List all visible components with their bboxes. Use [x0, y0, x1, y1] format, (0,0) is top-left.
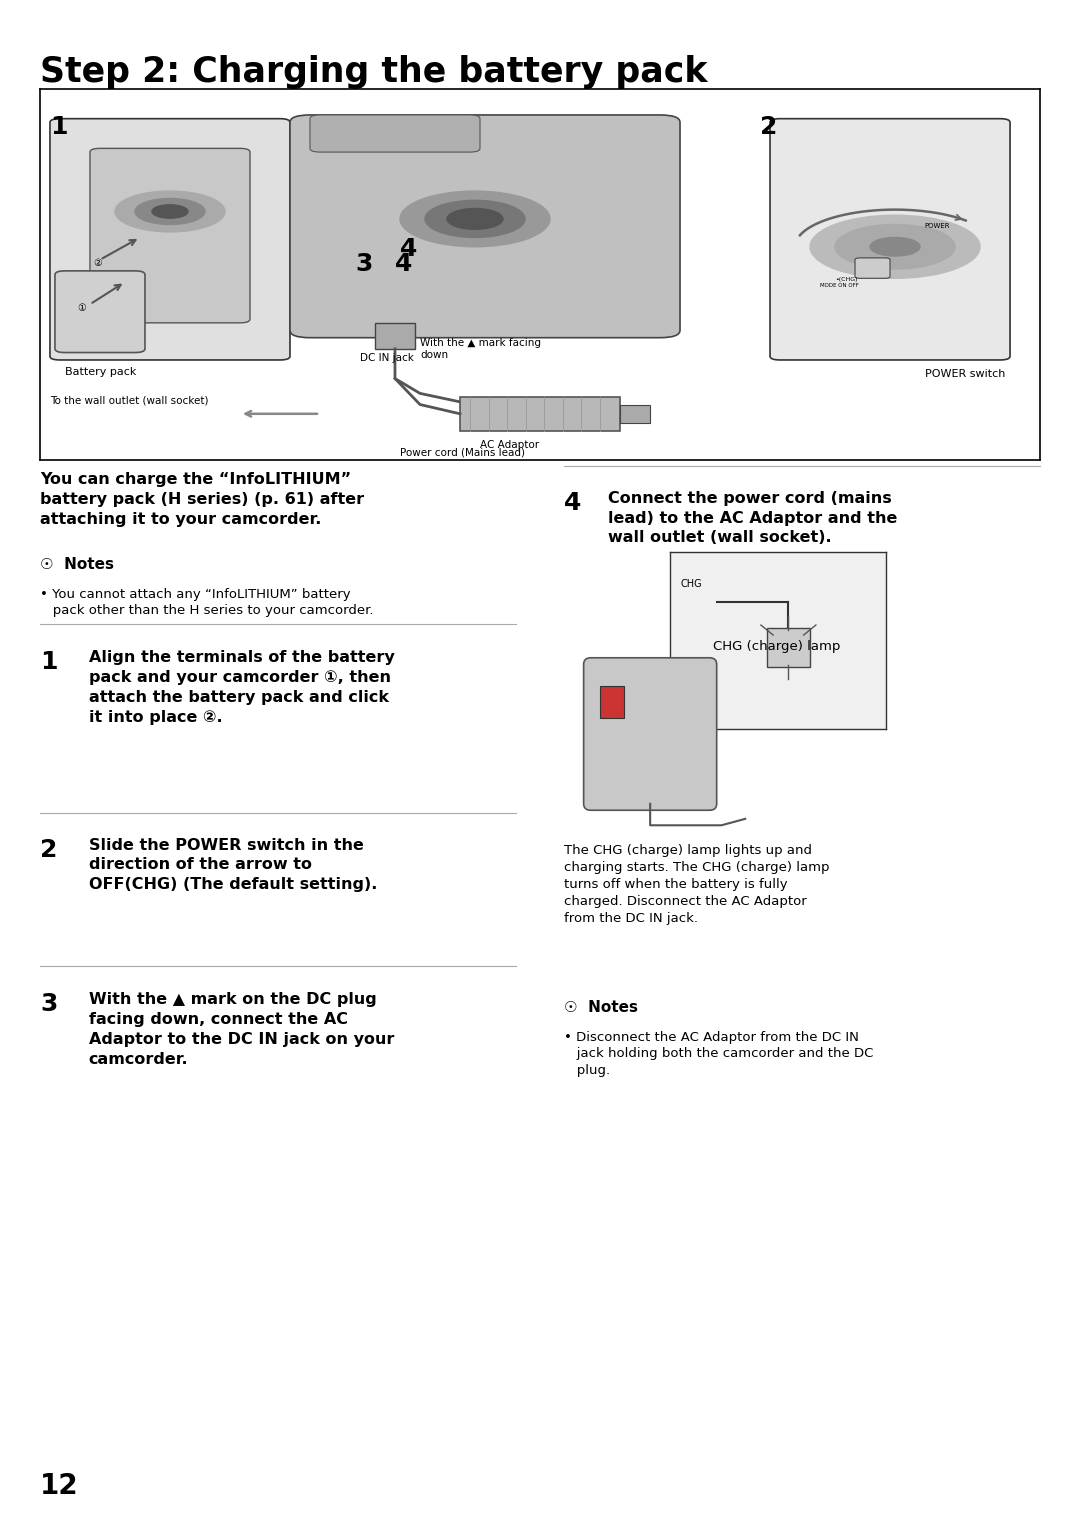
- Text: ②: ②: [94, 258, 103, 268]
- Text: POWER: POWER: [924, 222, 950, 229]
- Text: • You cannot attach any “InfoLITHIUM” battery
   pack other than the H series to: • You cannot attach any “InfoLITHIUM” ba…: [40, 588, 374, 617]
- Text: • Disconnect the AC Adaptor from the DC IN
   jack holding both the camcorder an: • Disconnect the AC Adaptor from the DC …: [564, 1031, 873, 1077]
- Circle shape: [152, 206, 188, 218]
- Text: ①: ①: [78, 304, 86, 313]
- FancyBboxPatch shape: [460, 397, 620, 431]
- Text: Power cord (Mains lead): Power cord (Mains lead): [400, 448, 525, 457]
- FancyBboxPatch shape: [90, 149, 249, 322]
- Text: 2: 2: [40, 838, 57, 862]
- Text: ☉  Notes: ☉ Notes: [564, 1000, 638, 1016]
- FancyBboxPatch shape: [55, 272, 145, 353]
- Text: 4: 4: [400, 238, 417, 261]
- Text: CHG: CHG: [680, 578, 702, 589]
- Text: 12: 12: [40, 1473, 79, 1500]
- Text: You can charge the “InfoLITHIUM”
battery pack (H series) (p. 61) after
attaching: You can charge the “InfoLITHIUM” battery…: [40, 472, 364, 528]
- Circle shape: [426, 201, 525, 238]
- FancyBboxPatch shape: [50, 118, 289, 360]
- Text: •(CHG): •(CHG): [835, 276, 858, 282]
- FancyBboxPatch shape: [289, 115, 680, 337]
- Circle shape: [135, 198, 205, 224]
- FancyBboxPatch shape: [600, 686, 624, 718]
- Circle shape: [400, 192, 550, 247]
- Text: 4: 4: [395, 252, 413, 276]
- FancyBboxPatch shape: [583, 658, 717, 810]
- Circle shape: [447, 209, 503, 229]
- Text: 4: 4: [564, 491, 581, 515]
- Text: With the ▲ mark facing
down: With the ▲ mark facing down: [420, 337, 541, 360]
- Text: CHG (charge) lamp: CHG (charge) lamp: [713, 640, 840, 652]
- Text: Battery pack: Battery pack: [65, 368, 136, 377]
- Text: MODE ON OFF: MODE ON OFF: [820, 282, 859, 288]
- FancyBboxPatch shape: [767, 627, 810, 667]
- FancyBboxPatch shape: [375, 322, 415, 348]
- Text: Step 2: Charging the battery pack: Step 2: Charging the battery pack: [40, 55, 707, 89]
- Circle shape: [835, 224, 955, 268]
- Text: ☉  Notes: ☉ Notes: [40, 557, 114, 572]
- Circle shape: [810, 215, 980, 278]
- Text: Align the terminals of the battery
pack and your camcorder ①, then
attach the ba: Align the terminals of the battery pack …: [89, 650, 394, 726]
- Text: POWER switch: POWER switch: [924, 370, 1005, 379]
- FancyBboxPatch shape: [620, 405, 650, 423]
- Circle shape: [114, 192, 225, 232]
- Text: AC Adaptor: AC Adaptor: [480, 440, 539, 449]
- Text: 1: 1: [40, 650, 57, 675]
- FancyBboxPatch shape: [855, 258, 890, 278]
- FancyBboxPatch shape: [770, 118, 1010, 360]
- Text: 3: 3: [40, 992, 57, 1017]
- Text: DC IN jack: DC IN jack: [360, 353, 414, 362]
- Text: 2: 2: [760, 115, 778, 140]
- Text: With the ▲ mark on the DC plug
facing down, connect the AC
Adaptor to the DC IN : With the ▲ mark on the DC plug facing do…: [89, 992, 394, 1068]
- Text: Slide the POWER switch in the
direction of the arrow to
OFF(CHG) (The default se: Slide the POWER switch in the direction …: [89, 838, 377, 893]
- Text: Connect the power cord (mains
lead) to the AC Adaptor and the
wall outlet (wall : Connect the power cord (mains lead) to t…: [608, 491, 897, 546]
- Text: 3: 3: [355, 252, 373, 276]
- Text: The CHG (charge) lamp lights up and
charging starts. The CHG (charge) lamp
turns: The CHG (charge) lamp lights up and char…: [564, 844, 829, 925]
- Text: 1: 1: [50, 115, 67, 140]
- Circle shape: [870, 238, 920, 256]
- Text: To the wall outlet (wall socket): To the wall outlet (wall socket): [50, 396, 208, 405]
- FancyBboxPatch shape: [310, 115, 480, 152]
